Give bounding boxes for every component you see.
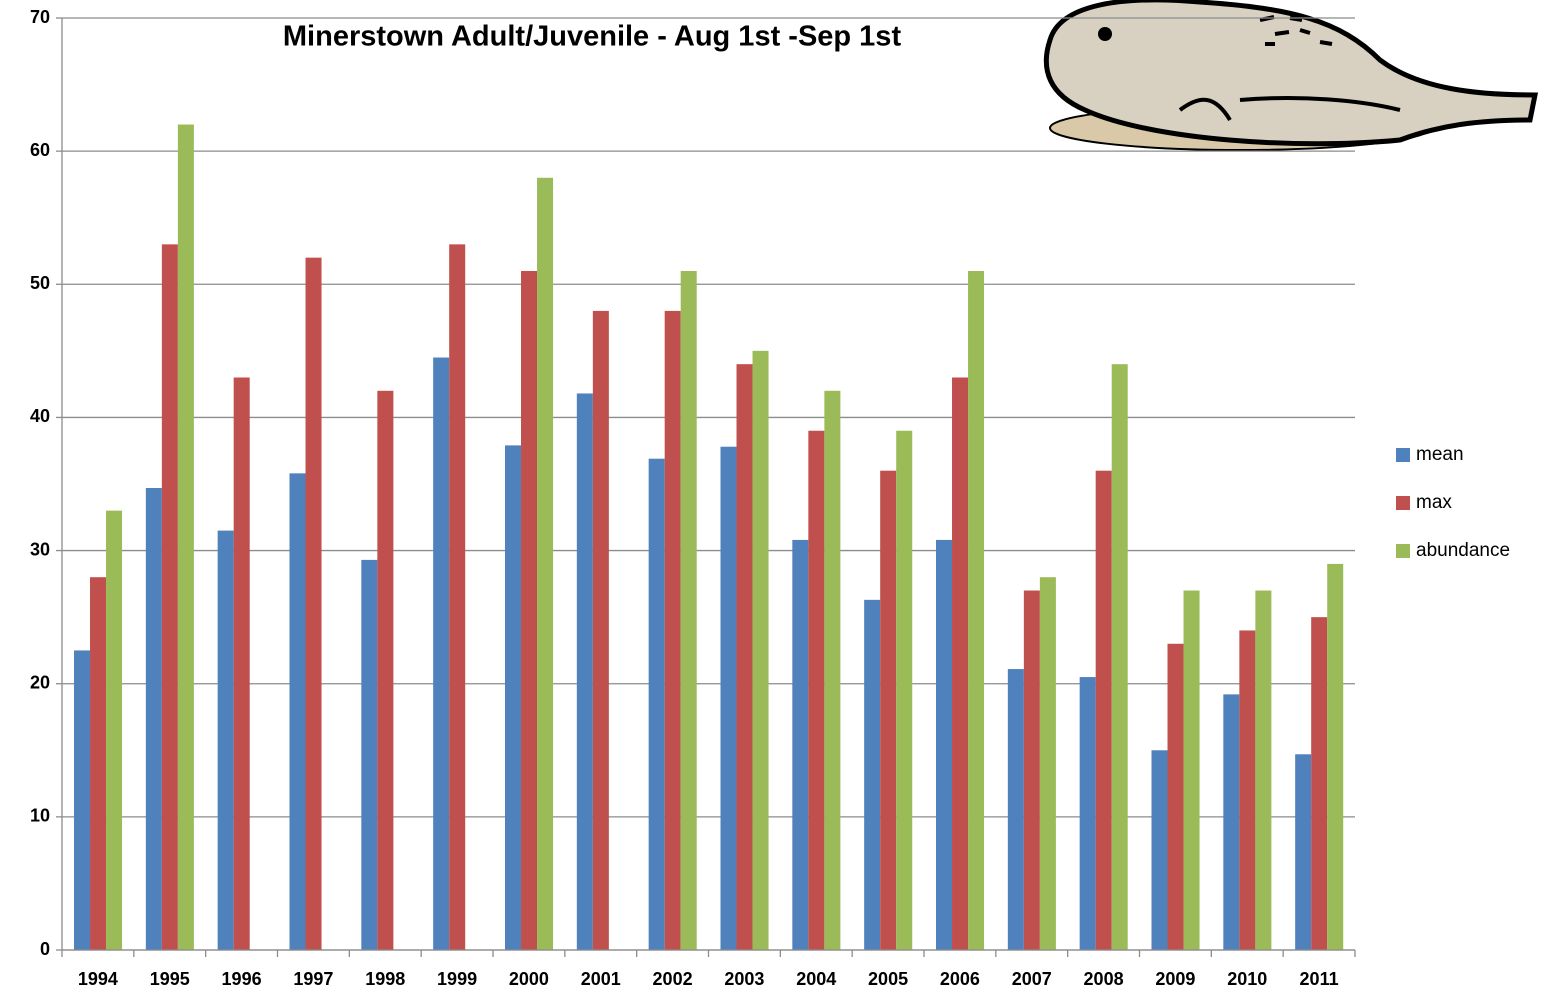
- bar: [521, 270, 538, 950]
- bar: [1295, 754, 1312, 950]
- bar: [1023, 590, 1040, 950]
- y-tick-label: 20: [30, 672, 50, 692]
- bar: [1007, 669, 1024, 950]
- bar: [1039, 577, 1056, 950]
- bar: [1255, 590, 1272, 950]
- x-tick-label: 2010: [1227, 969, 1267, 989]
- bar: [177, 124, 194, 950]
- legend-label: max: [1416, 492, 1452, 513]
- x-tick-label: 1995: [150, 969, 190, 989]
- x-tick-label: 2009: [1155, 969, 1195, 989]
- y-tick-label: 60: [30, 140, 50, 160]
- x-tick-label: 2008: [1084, 969, 1124, 989]
- x-tick-label: 2005: [868, 969, 908, 989]
- x-tick-label: 2011: [1300, 969, 1339, 989]
- bar: [576, 393, 593, 950]
- legend-swatch: [1396, 496, 1410, 510]
- x-tick-label: 2002: [653, 969, 693, 989]
- x-tick-label: 1997: [293, 969, 333, 989]
- bar: [864, 599, 881, 950]
- bar: [73, 650, 91, 950]
- chart-title: Minerstown Adult/Juvenile - Aug 1st -Sep…: [283, 21, 902, 53]
- x-tick-label: 2004: [796, 969, 836, 989]
- bar: [161, 244, 178, 951]
- bar: [217, 530, 234, 950]
- legend-swatch: [1396, 448, 1410, 462]
- x-tick-label: 1999: [437, 969, 477, 989]
- x-tick-label: 2000: [509, 969, 549, 989]
- bar: [592, 310, 609, 950]
- bar: [720, 446, 737, 950]
- bar: [1095, 470, 1112, 950]
- bar: [289, 473, 306, 950]
- bar: [233, 377, 250, 950]
- legend-swatch: [1396, 544, 1410, 558]
- bar: [1239, 630, 1256, 950]
- bar: [504, 445, 522, 950]
- bar: [680, 270, 697, 950]
- seal-illustration: [1043, 0, 1539, 151]
- bar: [90, 577, 107, 950]
- bar: [1111, 364, 1128, 951]
- x-tick-label: 1994: [78, 969, 118, 989]
- bar: [106, 510, 123, 950]
- y-tick-label: 30: [30, 539, 50, 559]
- bar: [1311, 617, 1328, 950]
- bar: [952, 377, 969, 950]
- x-tick-label: 1998: [365, 969, 405, 989]
- bar: [1223, 694, 1240, 950]
- bar: [880, 470, 897, 950]
- bar: [736, 364, 753, 951]
- y-tick-label: 40: [30, 406, 50, 426]
- bar: [537, 177, 554, 950]
- bar: [1183, 590, 1200, 950]
- y-tick-label: 50: [30, 273, 50, 293]
- bar: [935, 539, 953, 950]
- bar: [648, 458, 665, 950]
- bar: [377, 390, 394, 950]
- bar: [145, 487, 162, 950]
- bar: [449, 244, 466, 951]
- x-tick-label: 1996: [222, 969, 262, 989]
- bar: [824, 390, 841, 950]
- bar: [1167, 643, 1184, 950]
- x-tick-label: 2001: [581, 969, 621, 989]
- bar: [305, 257, 322, 951]
- bar: [896, 430, 913, 950]
- bar: [808, 430, 825, 950]
- bar: [968, 270, 985, 950]
- legend-label: abundance: [1416, 540, 1510, 561]
- bar: [792, 539, 809, 950]
- y-tick-label: 70: [30, 7, 50, 27]
- x-tick-label: 2007: [1012, 969, 1052, 989]
- legend-label: mean: [1416, 444, 1464, 465]
- bar: [1151, 750, 1168, 950]
- x-tick-label: 2003: [724, 969, 764, 989]
- bar: [1327, 563, 1344, 950]
- bar: [1079, 677, 1096, 950]
- y-tick-label: 0: [40, 939, 50, 959]
- y-tick-label: 10: [30, 806, 50, 826]
- bar: [361, 559, 378, 950]
- bar: [752, 350, 769, 950]
- x-tick-label: 2006: [940, 969, 980, 989]
- bar: [433, 357, 450, 950]
- bar: [664, 310, 681, 950]
